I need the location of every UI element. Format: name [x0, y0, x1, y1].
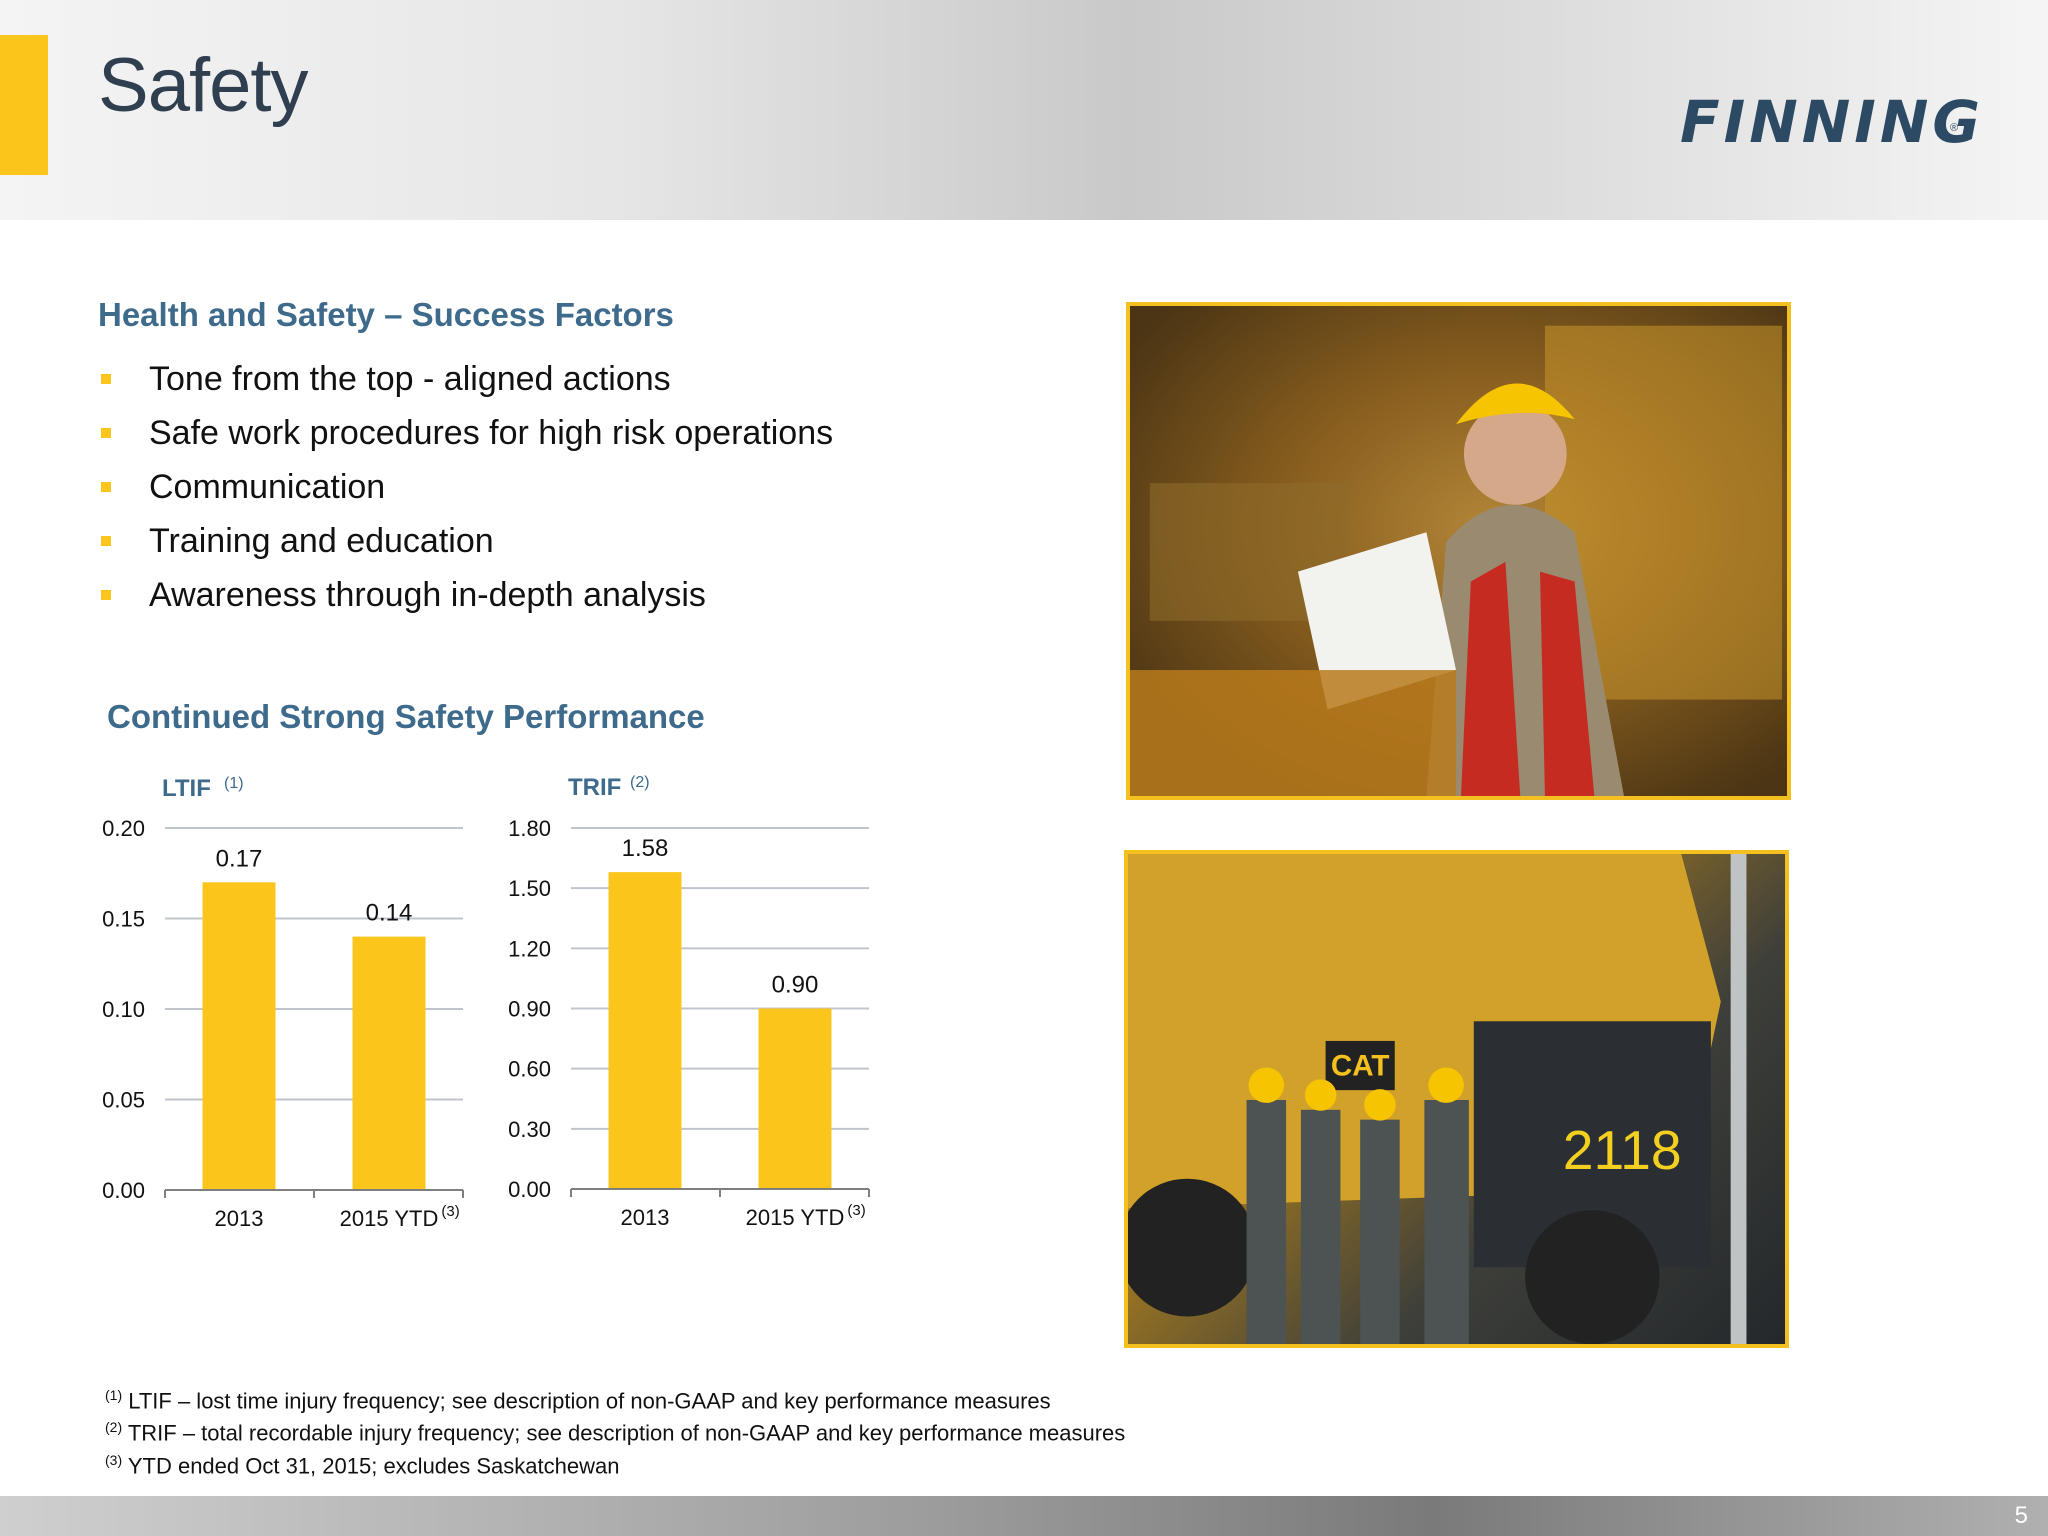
- truck-number-text: 2118: [1563, 1119, 1682, 1181]
- chart-title-note: (1): [224, 775, 244, 792]
- performance-heading: Continued Strong Safety Performance: [107, 698, 705, 735]
- list-item-text: Safe work procedures for high risk opera…: [149, 414, 834, 452]
- page-number: 5: [2014, 1502, 2028, 1529]
- cat-badge-text: CAT: [1331, 1049, 1390, 1082]
- y-tick-label: 1.80: [508, 816, 551, 841]
- x-tick-label: 2013: [215, 1206, 264, 1231]
- data-label: 0.17: [216, 845, 263, 872]
- footnote-3: (3) YTD ended Oct 31, 2015; excludes Sas…: [105, 1447, 1125, 1479]
- y-tick-label: 0.30: [508, 1117, 551, 1142]
- footnote-2: (2) TRIF – total recordable injury frequ…: [105, 1414, 1125, 1446]
- list-item-text: Awareness through in-depth analysis: [149, 576, 706, 614]
- chart-title-note-wrap: (1): [224, 775, 244, 792]
- list-item-text: Communication: [149, 468, 386, 506]
- footnote-mark: (2): [105, 1419, 123, 1436]
- y-tick-label: 0.05: [102, 1088, 145, 1113]
- footnote-mark: (3): [105, 1451, 123, 1468]
- header-band: [0, 0, 2048, 220]
- title-accent-bar: [0, 35, 48, 175]
- footnote-mark: (1): [105, 1387, 123, 1403]
- success-factors-heading: Health and Safety – Success Factors: [98, 296, 674, 333]
- bullet-square-icon: [101, 428, 111, 438]
- data-label: 0.14: [366, 900, 413, 927]
- list-item-text: Training and education: [149, 522, 494, 560]
- bar: [352, 936, 426, 1190]
- y-tick-label: 0.60: [508, 1057, 551, 1082]
- finning-logo: FINNING: [1680, 88, 1985, 156]
- page-title: Safety: [98, 43, 308, 128]
- x-tick-label: 2015 YTD: [340, 1206, 439, 1231]
- x-tick-label-note: (3): [441, 1203, 459, 1220]
- bar: [202, 882, 276, 1190]
- chart-title-note: (2): [630, 774, 650, 791]
- y-tick-label: 1.50: [508, 876, 551, 901]
- footnote-text: TRIF – total recordable injury frequency…: [127, 1420, 1126, 1446]
- data-label: 1.58: [622, 835, 669, 862]
- list-item-text: Tone from the top - aligned actions: [149, 360, 671, 398]
- x-tick-label: 2015 YTD: [746, 1205, 845, 1230]
- bullet-square-icon: [101, 374, 111, 384]
- y-tick-label: 0.10: [102, 997, 145, 1022]
- chart-title: TRIF: [568, 774, 621, 801]
- x-tick-label-note: (3): [847, 1202, 865, 1219]
- y-tick-label: 0.00: [102, 1178, 145, 1203]
- data-label: 0.90: [772, 972, 819, 999]
- y-tick-label: 0.15: [102, 907, 145, 932]
- mining-truck-photo: CAT 2118: [1124, 850, 1789, 1348]
- footnotes: (1) LTIF – lost time injury frequency; s…: [105, 1382, 1125, 1479]
- footer-bar: [0, 1496, 2048, 1536]
- technician-photo: [1126, 302, 1791, 800]
- bar: [758, 1008, 832, 1189]
- footnote-1: (1) LTIF – lost time injury frequency; s…: [105, 1382, 1125, 1414]
- y-tick-label: 0.00: [508, 1177, 551, 1202]
- footnote-text: YTD ended Oct 31, 2015; excludes Saskatc…: [127, 1452, 620, 1478]
- x-tick-label: 2013: [621, 1205, 670, 1230]
- y-tick-label: 0.90: [508, 997, 551, 1022]
- y-tick-label: 1.20: [508, 936, 551, 961]
- bar: [608, 872, 682, 1189]
- footnote-text: LTIF – lost time injury frequency; see d…: [128, 1388, 1051, 1414]
- y-tick-label: 0.20: [102, 816, 145, 841]
- bullet-square-icon: [101, 590, 111, 600]
- chart-title: LTIF: [162, 775, 211, 802]
- logo-registered-mark: ®: [1950, 122, 1959, 134]
- bullet-square-icon: [101, 482, 111, 492]
- bullet-square-icon: [101, 536, 111, 546]
- chart-title-note-wrap: (2): [630, 774, 650, 791]
